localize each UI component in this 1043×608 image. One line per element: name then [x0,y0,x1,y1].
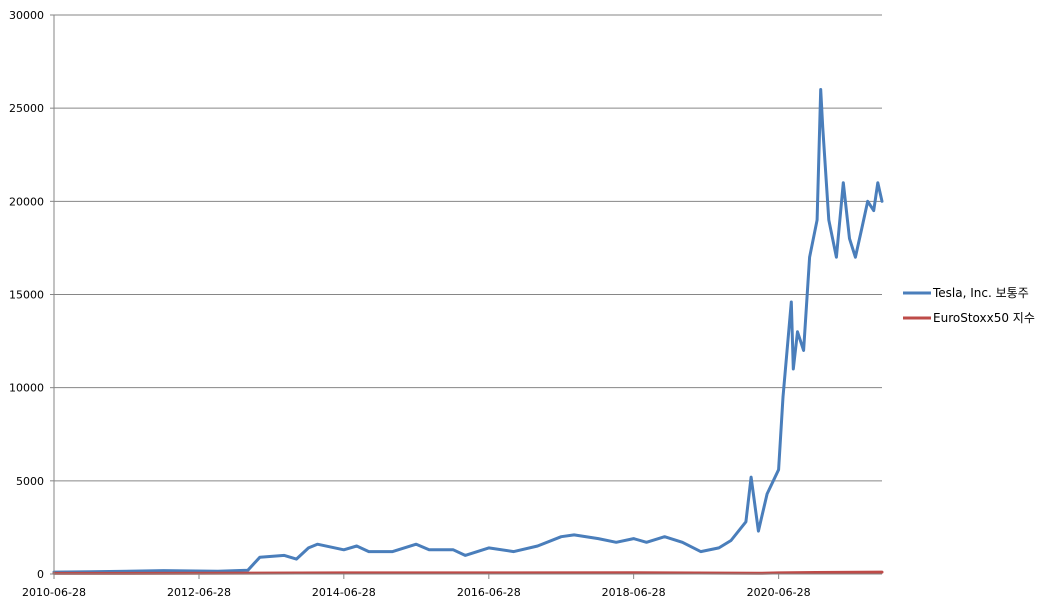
y-tick-label: 10000 [9,382,44,395]
x-tick-labels: 2010-06-28 2012-06-28 2014-06-28 2016-06-28… [22,586,811,599]
series-layer [52,88,884,575]
y-tick-label: 30000 [9,9,44,22]
y-tick-label: 0 [37,568,44,581]
y-tick-labels: 0 5000 10000 15000 20000 25000 30000 [9,9,44,581]
y-tick-label: 5000 [16,475,44,488]
x-tick-label: 2012-06-28 [167,586,231,599]
legend-label: EuroStoxx50 지수 [933,311,1035,325]
series-line-2 [52,570,884,575]
x-tick-label: 2018-06-28 [602,586,666,599]
x-tick-label: 2016-06-28 [457,586,521,599]
x-tick-label: 2020-06-28 [747,586,811,599]
legend: Tesla, Inc. 보통주 EuroStoxx50 지수 [903,286,1035,325]
y-tick-label: 15000 [9,289,44,302]
axes [50,14,882,579]
y-tick-label: 25000 [9,102,44,115]
gridlines [54,14,882,482]
y-tick-label: 20000 [9,195,44,208]
x-tick-label: 2010-06-28 [22,586,86,599]
series-line-1 [52,88,884,574]
x-tick-label: 2014-06-28 [312,586,376,599]
legend-label: Tesla, Inc. 보통주 [932,286,1029,300]
